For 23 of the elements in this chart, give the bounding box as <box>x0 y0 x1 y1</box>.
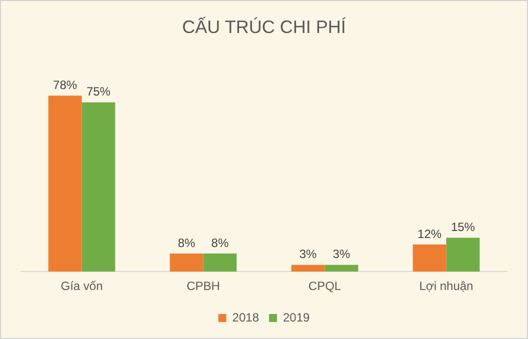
bar <box>82 102 116 272</box>
x-tick-label: CPQL <box>308 279 342 294</box>
data-label: 12% <box>418 226 442 241</box>
legend-label: 2018 <box>232 310 260 324</box>
data-label: 3% <box>332 247 350 262</box>
bar <box>170 254 204 272</box>
data-label: 8% <box>211 236 229 250</box>
x-tick-label: Gía vốn <box>60 279 103 294</box>
bar <box>446 238 480 272</box>
bar <box>324 264 358 272</box>
chart-title: CẤU TRÚC CHI PHÍ <box>182 16 346 37</box>
data-label: 3% <box>299 247 318 262</box>
data-label: 8% <box>178 236 196 250</box>
bar <box>412 244 446 272</box>
x-tick-label: CPBH <box>186 279 220 294</box>
bar <box>48 96 82 272</box>
data-label: 15% <box>450 220 476 234</box>
legend-label: 2019 <box>283 310 310 324</box>
bar <box>291 264 325 272</box>
data-label: 75% <box>86 84 111 99</box>
x-tick-label: Lợi nhuận <box>419 279 474 294</box>
bar <box>203 254 237 272</box>
data-label: 78% <box>53 78 78 92</box>
